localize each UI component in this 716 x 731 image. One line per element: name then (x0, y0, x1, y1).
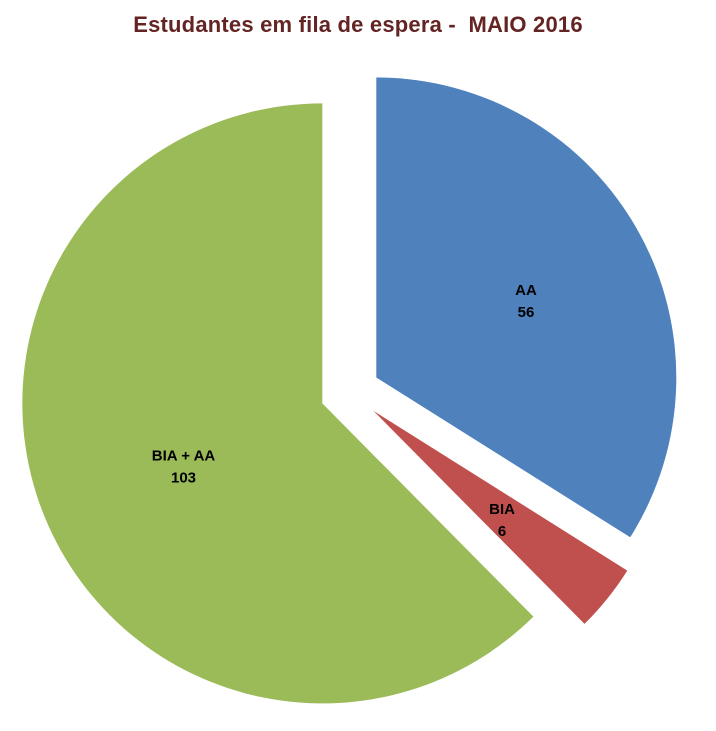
pie-label-bia: BIA 6 (489, 501, 515, 540)
pie-slice-bia (373, 410, 628, 624)
pie-label-bia-aa: BIA + AA 103 (152, 448, 216, 487)
pie-slice-bia-aa (22, 103, 534, 704)
pie-slice-aa (376, 77, 677, 538)
pie-chart: AA 56 BIA 6 BIA + AA 103 (22, 77, 677, 704)
pie-label-aa: AA 56 (515, 282, 537, 321)
chart-title: Estudantes em fila de espera - MAIO 2016 (133, 12, 583, 37)
